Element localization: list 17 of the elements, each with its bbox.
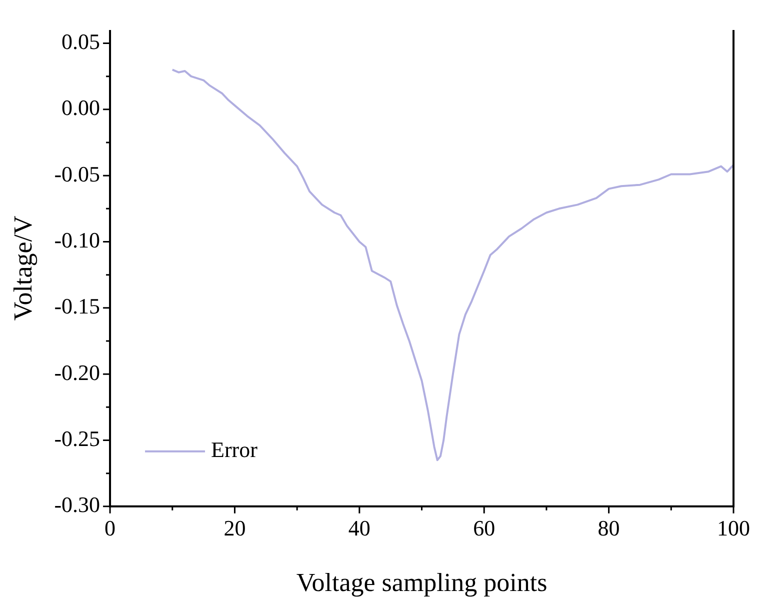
y-tick-label: 0.05 (62, 29, 100, 54)
y-tick-label: 0.00 (62, 95, 100, 120)
x-tick-label: 100 (717, 515, 750, 540)
x-axis-title: Voltage sampling points (296, 568, 548, 598)
x-tick-label: 0 (104, 515, 116, 540)
y-axis-title: Voltage/V (8, 216, 38, 321)
y-tick-label: -0.30 (54, 492, 100, 518)
y-tick-label: -0.10 (54, 228, 100, 253)
y-tick-label: -0.20 (54, 360, 100, 385)
y-tick-label: -0.15 (54, 294, 100, 319)
x-tick-label: 60 (473, 515, 496, 540)
x-tick-label: 40 (348, 515, 370, 540)
y-tick-label: -0.25 (54, 426, 100, 452)
y-tick-label: -0.05 (54, 161, 100, 186)
x-tick-label: 80 (598, 515, 620, 540)
x-tick-label: 20 (224, 515, 246, 540)
legend-label: Error (211, 437, 258, 462)
